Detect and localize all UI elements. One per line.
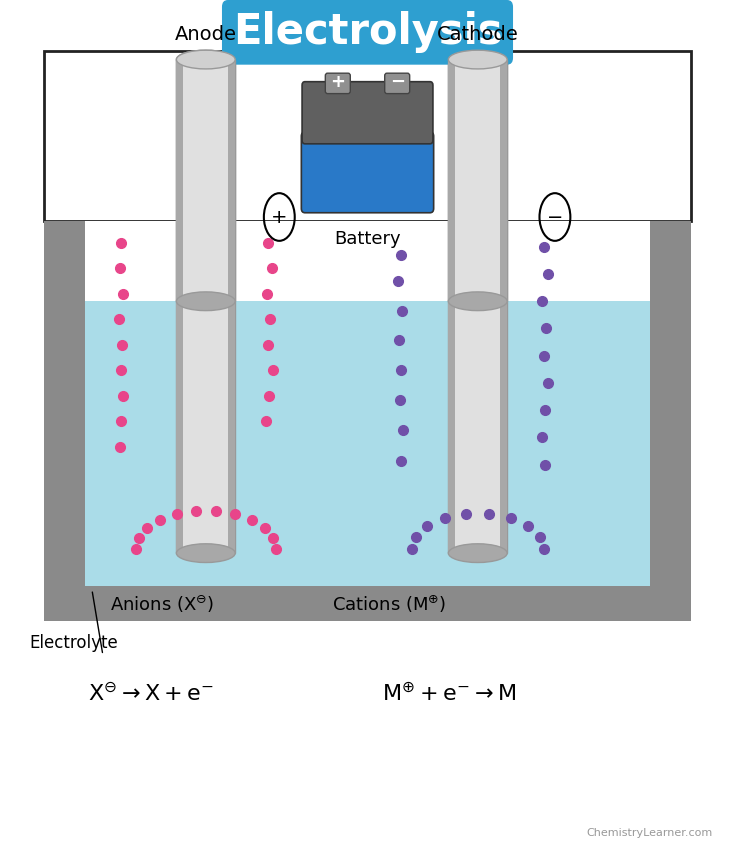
Ellipse shape — [448, 292, 507, 311]
Text: Cathode: Cathode — [437, 26, 519, 44]
Ellipse shape — [448, 50, 507, 69]
Bar — [228, 60, 235, 553]
Ellipse shape — [176, 292, 235, 311]
Bar — [500, 60, 507, 301]
Text: Anions (X$^{\ominus}$): Anions (X$^{\ominus}$) — [110, 593, 214, 615]
Bar — [85, 221, 650, 301]
Ellipse shape — [448, 50, 507, 69]
Text: Electrolysis: Electrolysis — [233, 11, 502, 54]
Text: Cations (M$^{\oplus}$): Cations (M$^{\oplus}$) — [332, 593, 447, 615]
Ellipse shape — [176, 50, 235, 69]
FancyBboxPatch shape — [326, 73, 351, 94]
Bar — [176, 60, 184, 301]
Text: $\mathrm{M}^{\oplus} + \mathrm{e^{-}} \rightarrow \mathrm{M}$: $\mathrm{M}^{\oplus} + \mathrm{e^{-}} \r… — [382, 683, 517, 705]
Bar — [448, 60, 507, 553]
Text: ChemistryLearner.com: ChemistryLearner.com — [587, 828, 713, 838]
Text: −: − — [390, 72, 405, 91]
Bar — [500, 60, 507, 553]
Text: Anode: Anode — [175, 26, 237, 44]
Bar — [85, 301, 650, 586]
Ellipse shape — [176, 544, 235, 563]
Ellipse shape — [448, 544, 507, 563]
Bar — [448, 60, 507, 301]
Bar — [228, 60, 235, 301]
Bar — [176, 60, 235, 553]
FancyBboxPatch shape — [302, 82, 433, 144]
Text: +: + — [330, 72, 345, 91]
Bar — [448, 60, 456, 553]
Bar — [448, 60, 456, 301]
Bar — [44, 51, 691, 221]
Text: +: + — [271, 208, 287, 226]
Text: Battery: Battery — [334, 230, 401, 248]
Ellipse shape — [176, 50, 235, 69]
Bar — [650, 221, 691, 621]
Text: Electrolyte: Electrolyte — [29, 633, 118, 652]
Bar — [44, 586, 691, 621]
FancyBboxPatch shape — [301, 132, 434, 213]
Text: −: − — [547, 208, 563, 226]
Bar — [176, 60, 184, 553]
FancyBboxPatch shape — [384, 73, 409, 94]
Bar — [44, 221, 85, 621]
FancyBboxPatch shape — [222, 0, 513, 65]
Text: $\mathrm{X}^{\ominus} \rightarrow \mathrm{X + e^{-}}$: $\mathrm{X}^{\ominus} \rightarrow \mathr… — [88, 683, 215, 705]
Bar — [176, 60, 235, 301]
